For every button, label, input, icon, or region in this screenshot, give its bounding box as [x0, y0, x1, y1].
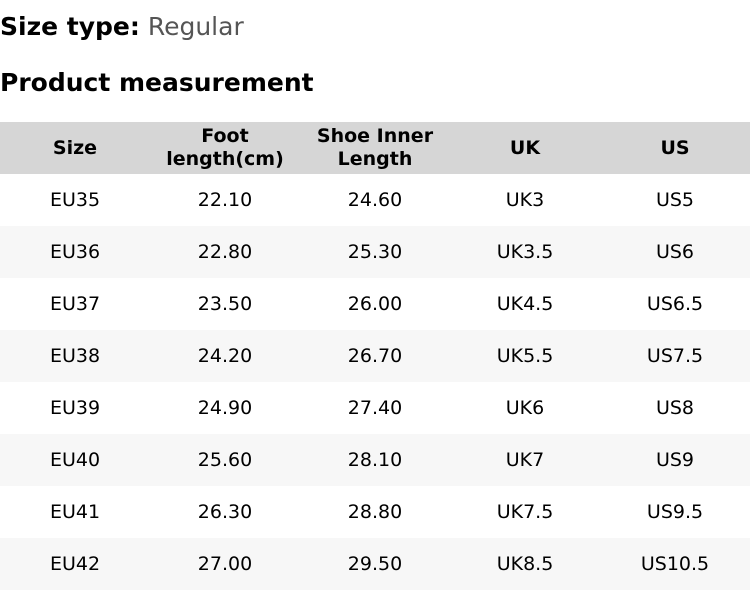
table-header-row: Size Foot length(cm) Shoe Inner Length UK US — [0, 122, 750, 174]
table-cell: US9 — [600, 434, 750, 486]
table-cell: EU37 — [49, 293, 101, 315]
table-cell: UK5.5 — [450, 330, 600, 382]
table-cell: UK7.5 — [496, 501, 554, 523]
table-cell: 24.90 — [197, 397, 253, 419]
table-cell: 25.60 — [150, 434, 300, 486]
column-header: Foot length(cm) — [150, 122, 300, 174]
table-cell: 25.30 — [300, 226, 450, 278]
column-header: Size — [0, 122, 150, 174]
table-cell: 27.00 — [150, 538, 300, 590]
table-row: EU39 24.90 27.40 UK6 US8 — [0, 382, 750, 434]
table-cell: UK4.5 — [496, 293, 554, 315]
table-cell: US8 — [655, 397, 695, 419]
table-row: EU41 26.30 28.80 UK7.5 US9.5 — [0, 486, 750, 538]
table-cell: 28.10 — [300, 434, 450, 486]
table-cell: 23.50 — [197, 293, 253, 315]
column-header: Shoe Inner Length — [300, 122, 450, 174]
table-row: EU35 22.10 24.60 UK3 US5 — [0, 174, 750, 226]
table-cell: US5 — [655, 189, 695, 211]
size-table: Size Foot length(cm) Shoe Inner Length UK US… — [0, 122, 750, 590]
table-row: EU42 27.00 29.50 UK8.5 US10.5 — [0, 538, 750, 590]
table-cell: UK8.5 — [450, 538, 600, 590]
table-cell: UK7 — [450, 434, 600, 486]
size-type: Size type: Regular — [0, 12, 244, 42]
table-cell: EU40 — [0, 434, 150, 486]
section-title: Product measurement — [0, 68, 314, 97]
table-row: EU38 24.20 26.70 UK5.5 US7.5 — [0, 330, 750, 382]
table-row: EU36 22.80 25.30 UK3.5 US6 — [0, 226, 750, 278]
table-cell: UK3 — [505, 189, 545, 211]
table-cell: 26.00 — [347, 293, 403, 315]
table-cell: 24.20 — [150, 330, 300, 382]
column-header: UK — [450, 122, 600, 174]
size-type-value: Regular — [147, 12, 244, 41]
table-cell: EU36 — [0, 226, 150, 278]
table-cell: US7.5 — [600, 330, 750, 382]
table-cell: 22.10 — [197, 189, 253, 211]
column-header: US — [600, 122, 750, 174]
table-cell: 28.80 — [347, 501, 403, 523]
table-row: EU40 25.60 28.10 UK7 US9 — [0, 434, 750, 486]
table-cell: EU42 — [0, 538, 150, 590]
table-cell: 26.70 — [300, 330, 450, 382]
table-cell: 24.60 — [347, 189, 403, 211]
table-cell: EU38 — [0, 330, 150, 382]
table-cell: US6.5 — [646, 293, 704, 315]
table-cell: 26.30 — [197, 501, 253, 523]
table-cell: EU39 — [49, 397, 101, 419]
table-cell: US6 — [600, 226, 750, 278]
table-cell: US9.5 — [646, 501, 704, 523]
table-cell: EU35 — [49, 189, 101, 211]
table-cell: US10.5 — [600, 538, 750, 590]
size-type-label: Size type: — [0, 12, 140, 41]
table-cell: UK3.5 — [450, 226, 600, 278]
table-cell: 22.80 — [150, 226, 300, 278]
table-row: EU37 23.50 26.00 UK4.5 US6.5 — [0, 278, 750, 330]
table-cell: 29.50 — [300, 538, 450, 590]
table-cell: 27.40 — [347, 397, 403, 419]
table-cell: EU41 — [49, 501, 101, 523]
table-cell: UK6 — [505, 397, 545, 419]
